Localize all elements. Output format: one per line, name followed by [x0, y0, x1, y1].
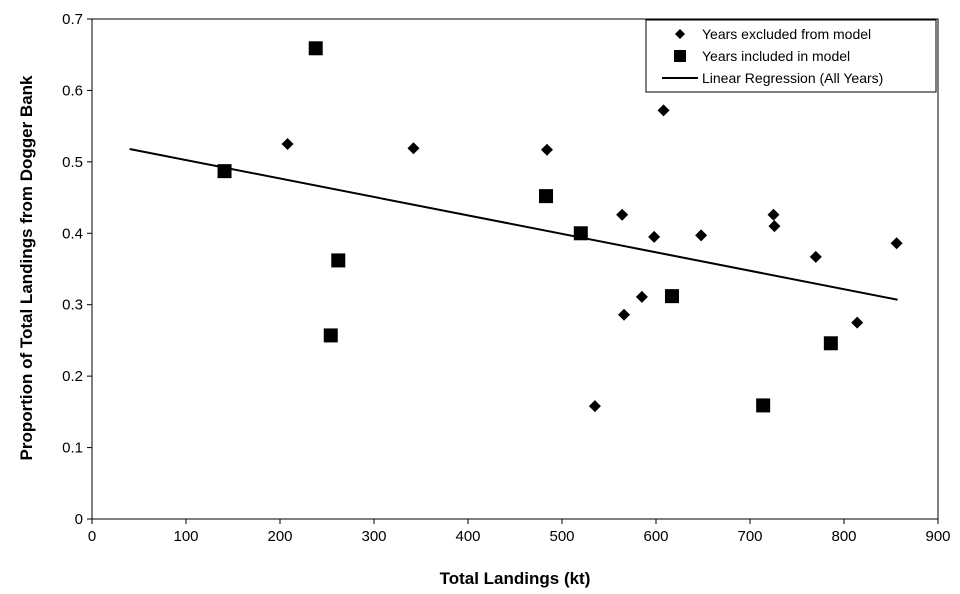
legend-box: [645, 19, 937, 93]
included-year-point: [308, 41, 323, 56]
excluded-year-point: [890, 237, 903, 250]
excluded-year-point: [588, 400, 601, 413]
excluded-year-point: [695, 229, 708, 242]
legend-label: Years included in model: [702, 48, 850, 64]
x-tick-label: 100: [173, 528, 198, 545]
included-year-point: [756, 398, 771, 413]
y-tick-label: 0.5: [62, 154, 83, 171]
excluded-year-point: [616, 208, 629, 221]
x-tick-label: 800: [831, 528, 856, 545]
y-tick-label: 0.6: [62, 82, 83, 99]
excluded-year-point: [767, 208, 780, 221]
excluded-year-point: [809, 250, 822, 263]
included-year-point: [539, 189, 554, 204]
y-axis-title: Proportion of Total Landings from Dogger…: [17, 75, 36, 461]
excluded-year-point: [618, 308, 631, 321]
y-tick-label: 0.7: [62, 11, 83, 28]
regression-line: [129, 148, 898, 301]
y-tick-label: 0.3: [62, 297, 83, 314]
excluded-year-point: [281, 138, 294, 150]
excluded-year-point: [407, 142, 420, 155]
legend-label: Years excluded from model: [702, 26, 871, 42]
y-tick-label: 0.2: [62, 368, 83, 385]
x-tick-label: 0: [88, 528, 96, 545]
y-tick-label: 0: [75, 511, 83, 528]
plot-frame: [91, 18, 939, 520]
included-year-point: [664, 289, 679, 304]
excluded-year-point: [851, 316, 864, 329]
x-tick-label: 400: [455, 528, 480, 545]
x-tick-label: 600: [643, 528, 668, 545]
legend: Years excluded from model Years included …: [645, 19, 937, 93]
x-axis-title: Total Landings (kt): [440, 569, 591, 588]
included-year-point: [331, 253, 346, 268]
y-tick-label: 0.4: [62, 225, 83, 242]
legend-label: Linear Regression (All Years): [702, 70, 883, 86]
y-tick-label: 0.1: [62, 440, 83, 457]
data-marks: [129, 41, 903, 413]
excluded-year-point: [635, 290, 648, 303]
x-tick-label: 700: [737, 528, 762, 545]
excluded-year-point: [648, 230, 661, 243]
axes: 0 100 200 300 400 500 600 700 800 900 0 0.1 0.2 0.3 0.…: [62, 11, 950, 545]
legend-diamond-marker: [675, 29, 685, 39]
x-tick-label: 200: [267, 528, 292, 545]
excluded-year-point: [657, 104, 670, 117]
x-tick-label: 300: [361, 528, 386, 545]
excluded-year-point: [540, 143, 553, 156]
included-year-point: [323, 328, 338, 343]
plot-area: [91, 18, 939, 520]
x-tick-label: 900: [925, 528, 950, 545]
excluded-year-point: [768, 220, 781, 233]
legend-square-marker: [674, 50, 686, 62]
x-tick-label: 500: [549, 528, 574, 545]
included-year-point: [823, 336, 838, 351]
